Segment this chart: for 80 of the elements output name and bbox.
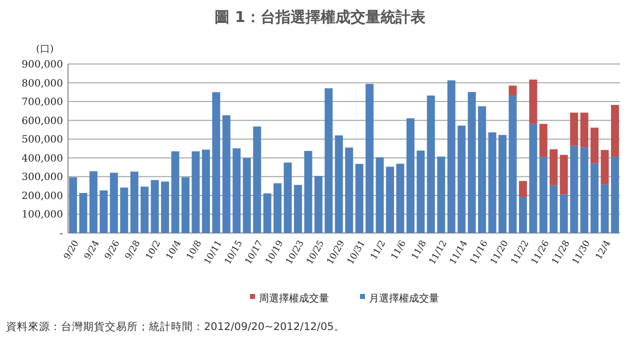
bar <box>518 196 527 233</box>
bar <box>69 177 77 233</box>
source-note: 資料來源：台灣期貨交易所；統計時間：2012/09/20~2012/12/05。 <box>6 320 345 333</box>
bar <box>182 177 190 233</box>
bar <box>570 112 578 146</box>
bar <box>212 92 220 233</box>
y-tick-label: 400,000 <box>22 153 63 164</box>
bar <box>355 164 364 233</box>
bar <box>529 80 538 124</box>
bar <box>560 194 568 233</box>
y-tick-label: 700,000 <box>22 97 63 108</box>
bar <box>110 172 118 233</box>
bar <box>232 148 241 233</box>
bar <box>396 164 404 233</box>
y-axis-title: (口) <box>36 44 54 55</box>
bar <box>416 150 425 233</box>
bar <box>406 118 414 233</box>
bar <box>539 124 548 157</box>
bar <box>611 104 619 157</box>
bar <box>600 184 609 233</box>
bar <box>100 190 108 233</box>
bar <box>304 150 312 233</box>
bar <box>294 184 302 233</box>
legend-label: 周選擇權成交量 <box>259 292 329 304</box>
y-tick-label: 300,000 <box>22 172 63 184</box>
bar <box>366 84 374 233</box>
chart-title: 圖 1：台指選擇權成交量統計表 <box>214 8 426 26</box>
bar <box>253 126 262 233</box>
bar <box>468 92 476 233</box>
bar <box>426 96 435 233</box>
y-tick-label: - <box>60 228 63 240</box>
bar <box>508 86 517 96</box>
bar <box>284 162 292 233</box>
bar <box>79 193 88 233</box>
bar <box>376 157 384 233</box>
bar <box>171 151 180 233</box>
bar <box>508 96 517 233</box>
bar <box>539 156 548 233</box>
bar <box>222 115 230 233</box>
bar <box>488 132 496 233</box>
bar <box>263 193 272 233</box>
bar <box>550 185 558 233</box>
bar <box>437 156 446 233</box>
bar <box>458 126 466 233</box>
bar <box>447 80 456 233</box>
bar <box>590 163 599 233</box>
bar <box>192 151 200 233</box>
bar <box>478 106 486 233</box>
bar <box>334 135 343 233</box>
legend-label: 月選擇權成交量 <box>369 292 439 304</box>
bar <box>570 146 578 233</box>
bar <box>345 148 354 233</box>
y-tick-label: 900,000 <box>22 60 63 70</box>
bar <box>518 180 527 197</box>
y-tick-label: 500,000 <box>22 134 63 146</box>
bar <box>150 180 159 233</box>
y-tick-label: 200,000 <box>22 190 63 202</box>
bar <box>550 149 558 186</box>
bar <box>611 156 619 233</box>
bar <box>242 158 251 233</box>
bar <box>314 176 322 233</box>
bar <box>274 183 282 233</box>
bar <box>590 128 599 164</box>
bar <box>386 166 394 233</box>
bar <box>130 172 138 233</box>
bar <box>529 124 538 233</box>
bar <box>202 150 210 233</box>
bar <box>600 150 609 184</box>
y-tick-label: 100,000 <box>22 210 63 221</box>
bar <box>580 147 588 233</box>
bar <box>89 171 98 233</box>
y-tick-label: 800,000 <box>22 78 63 90</box>
bar <box>140 186 149 233</box>
bar <box>560 154 568 194</box>
y-tick-label: 600,000 <box>22 116 63 127</box>
bar <box>580 112 588 148</box>
bar <box>498 134 506 233</box>
bar <box>161 182 170 233</box>
bar <box>120 188 128 233</box>
bar <box>324 88 333 233</box>
